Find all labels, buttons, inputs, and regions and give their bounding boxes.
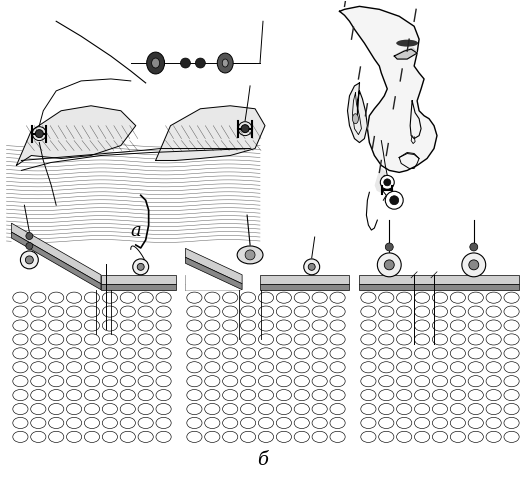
Circle shape	[377, 253, 401, 277]
Circle shape	[245, 250, 255, 260]
Polygon shape	[340, 6, 437, 173]
Ellipse shape	[151, 58, 159, 68]
Polygon shape	[16, 106, 136, 165]
Ellipse shape	[396, 40, 418, 47]
Bar	[186, 284, 240, 290]
Ellipse shape	[147, 52, 165, 74]
Circle shape	[385, 260, 394, 270]
Circle shape	[133, 259, 149, 275]
Text: а: а	[130, 222, 141, 240]
Polygon shape	[12, 223, 101, 291]
Circle shape	[26, 232, 33, 240]
Bar	[101, 275, 176, 284]
Circle shape	[385, 243, 393, 251]
Polygon shape	[186, 248, 242, 291]
Polygon shape	[12, 223, 101, 284]
Circle shape	[390, 196, 399, 205]
Ellipse shape	[237, 246, 263, 264]
Circle shape	[137, 263, 144, 270]
Circle shape	[195, 58, 205, 68]
Text: б: б	[258, 451, 268, 469]
Circle shape	[385, 191, 403, 209]
Polygon shape	[186, 257, 242, 290]
Polygon shape	[376, 168, 387, 192]
Bar	[260, 284, 349, 290]
Circle shape	[462, 253, 485, 277]
Polygon shape	[186, 248, 242, 284]
Circle shape	[308, 263, 315, 270]
Circle shape	[21, 251, 38, 269]
Circle shape	[470, 243, 478, 251]
Ellipse shape	[217, 53, 233, 73]
Circle shape	[25, 256, 33, 264]
Circle shape	[180, 58, 190, 68]
Circle shape	[380, 175, 394, 189]
Bar	[101, 284, 176, 290]
Polygon shape	[395, 48, 417, 59]
Ellipse shape	[352, 114, 358, 124]
Circle shape	[304, 259, 320, 275]
Ellipse shape	[222, 59, 228, 67]
Circle shape	[384, 179, 391, 186]
Bar	[359, 275, 519, 284]
Polygon shape	[12, 232, 101, 290]
Bar	[260, 275, 349, 284]
Circle shape	[35, 130, 43, 137]
Circle shape	[26, 242, 33, 250]
Polygon shape	[348, 83, 367, 143]
Circle shape	[241, 125, 249, 133]
Bar	[359, 284, 519, 290]
Polygon shape	[156, 106, 265, 161]
Circle shape	[469, 260, 479, 270]
Bar	[186, 275, 240, 284]
